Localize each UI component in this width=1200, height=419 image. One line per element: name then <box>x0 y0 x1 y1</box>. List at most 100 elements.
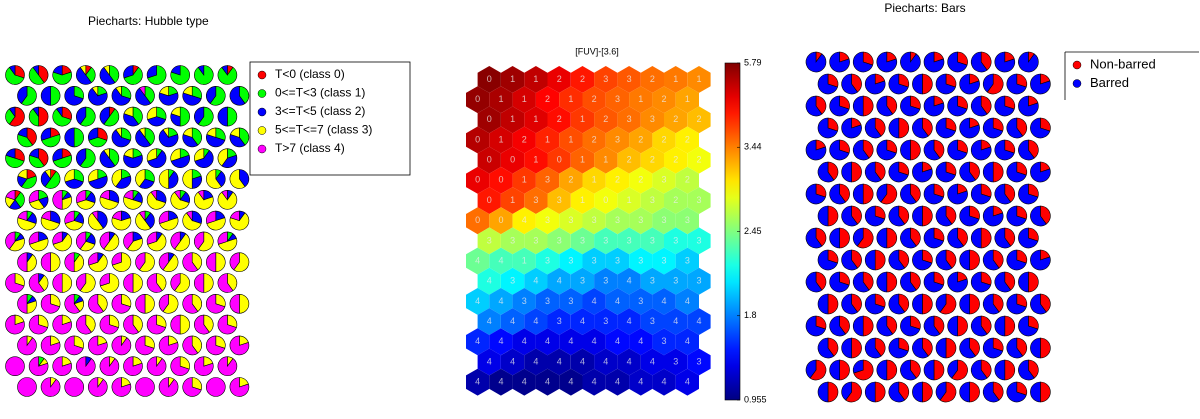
pie-slice <box>874 337 886 357</box>
pie-slice <box>146 314 167 335</box>
hex-cell <box>512 207 536 235</box>
hex-label: 0 <box>557 155 562 165</box>
hex-cell <box>512 247 536 275</box>
hex-label: 3 <box>592 215 597 225</box>
pie-slice <box>40 217 61 231</box>
pie-slice <box>170 314 181 335</box>
pie-slice <box>79 106 96 127</box>
hex-cell <box>675 207 699 235</box>
hex-label: 3 <box>673 276 678 286</box>
hex-cell <box>605 207 630 235</box>
pie-slice <box>229 134 246 148</box>
pie-slice <box>888 117 900 139</box>
hex-label: 3 <box>603 316 608 326</box>
hex-cell <box>570 308 595 335</box>
pie-slice <box>229 335 250 356</box>
pie-slice <box>170 154 190 168</box>
pie-slice <box>174 233 190 252</box>
hex-label: 4 <box>592 377 597 387</box>
hex-cell <box>501 227 525 255</box>
pie-slice <box>123 314 140 335</box>
pie-slice <box>947 183 968 205</box>
pie-slice <box>38 106 49 127</box>
hex-cell <box>582 207 606 235</box>
hex-label: 2 <box>673 195 678 205</box>
pie-slice <box>26 127 37 146</box>
pie-slice <box>1006 337 1024 359</box>
pie-slice <box>239 293 250 314</box>
pie-slice <box>852 95 864 117</box>
pie-slice <box>52 314 72 335</box>
pie-slice <box>1004 315 1016 337</box>
pie-slice <box>829 271 850 293</box>
hex-cell <box>640 227 664 255</box>
hex-cell <box>594 66 618 93</box>
pie-slice <box>182 212 202 231</box>
hex-cell <box>547 227 571 255</box>
hex-label: 3 <box>568 255 573 265</box>
pie-slice <box>992 381 1004 401</box>
hex-cell <box>687 66 711 93</box>
pie-slice <box>969 381 980 403</box>
hex-cell <box>664 66 688 93</box>
hex-label: 2 <box>662 134 667 144</box>
pie-slice <box>900 315 921 337</box>
pie-slice <box>203 314 214 333</box>
pie-slice <box>38 148 49 167</box>
pie-slice <box>898 293 910 313</box>
pie-slice <box>992 161 1004 183</box>
pie-slice <box>862 315 874 337</box>
hex-label: 4 <box>487 276 492 286</box>
hex-cell <box>640 106 664 134</box>
pie-slice <box>970 51 988 73</box>
pie-slice <box>174 273 190 293</box>
pie-slice <box>217 191 238 210</box>
hex-cell <box>477 227 501 255</box>
pie-slice <box>191 335 202 354</box>
pie-slice <box>864 117 882 139</box>
pie-slice <box>970 139 992 161</box>
hex-label: 4 <box>673 316 678 326</box>
pie-slice <box>156 273 167 292</box>
pie-slice <box>179 314 190 335</box>
pie-slice <box>817 337 835 359</box>
hex-cell <box>629 288 653 315</box>
pie-slice <box>144 127 155 146</box>
pie-slice <box>864 161 882 183</box>
pie-slice <box>123 196 143 210</box>
pie-slice <box>209 85 226 106</box>
pie-slice <box>864 73 886 95</box>
pie-slice <box>839 359 850 381</box>
pie-slice <box>159 85 169 97</box>
pie-slice <box>194 314 210 335</box>
pie-slice <box>888 205 906 227</box>
hex-cell <box>675 288 699 315</box>
pie-slice <box>959 205 980 227</box>
pie-slice <box>123 273 134 293</box>
pie-slice <box>206 210 217 224</box>
hex-label: 3 <box>638 296 643 306</box>
pie-slice <box>845 381 862 403</box>
pie-slice <box>138 252 155 272</box>
hex-label: 2 <box>638 175 643 185</box>
pie-slice <box>994 359 1006 381</box>
hex-label: 3 <box>557 316 562 326</box>
hex-cell <box>477 187 501 214</box>
hex-label: 1 <box>638 94 643 104</box>
pie-slice <box>64 169 75 183</box>
hex-cell <box>501 267 525 295</box>
pie-slice <box>203 273 214 293</box>
pie-slice <box>20 175 37 189</box>
pie-slice <box>862 139 874 159</box>
pie-slice <box>111 210 122 222</box>
pie-slice <box>876 95 894 117</box>
hex-label: 0 <box>487 195 492 205</box>
pie-slice <box>827 205 839 227</box>
pie-slice <box>817 161 835 183</box>
pie-slice <box>28 314 49 335</box>
pie-slice <box>170 356 190 376</box>
hex-label: 3 <box>638 215 643 225</box>
pie-slice <box>923 95 945 117</box>
hex-label: 1 <box>685 94 690 104</box>
pie-slice <box>40 127 51 141</box>
